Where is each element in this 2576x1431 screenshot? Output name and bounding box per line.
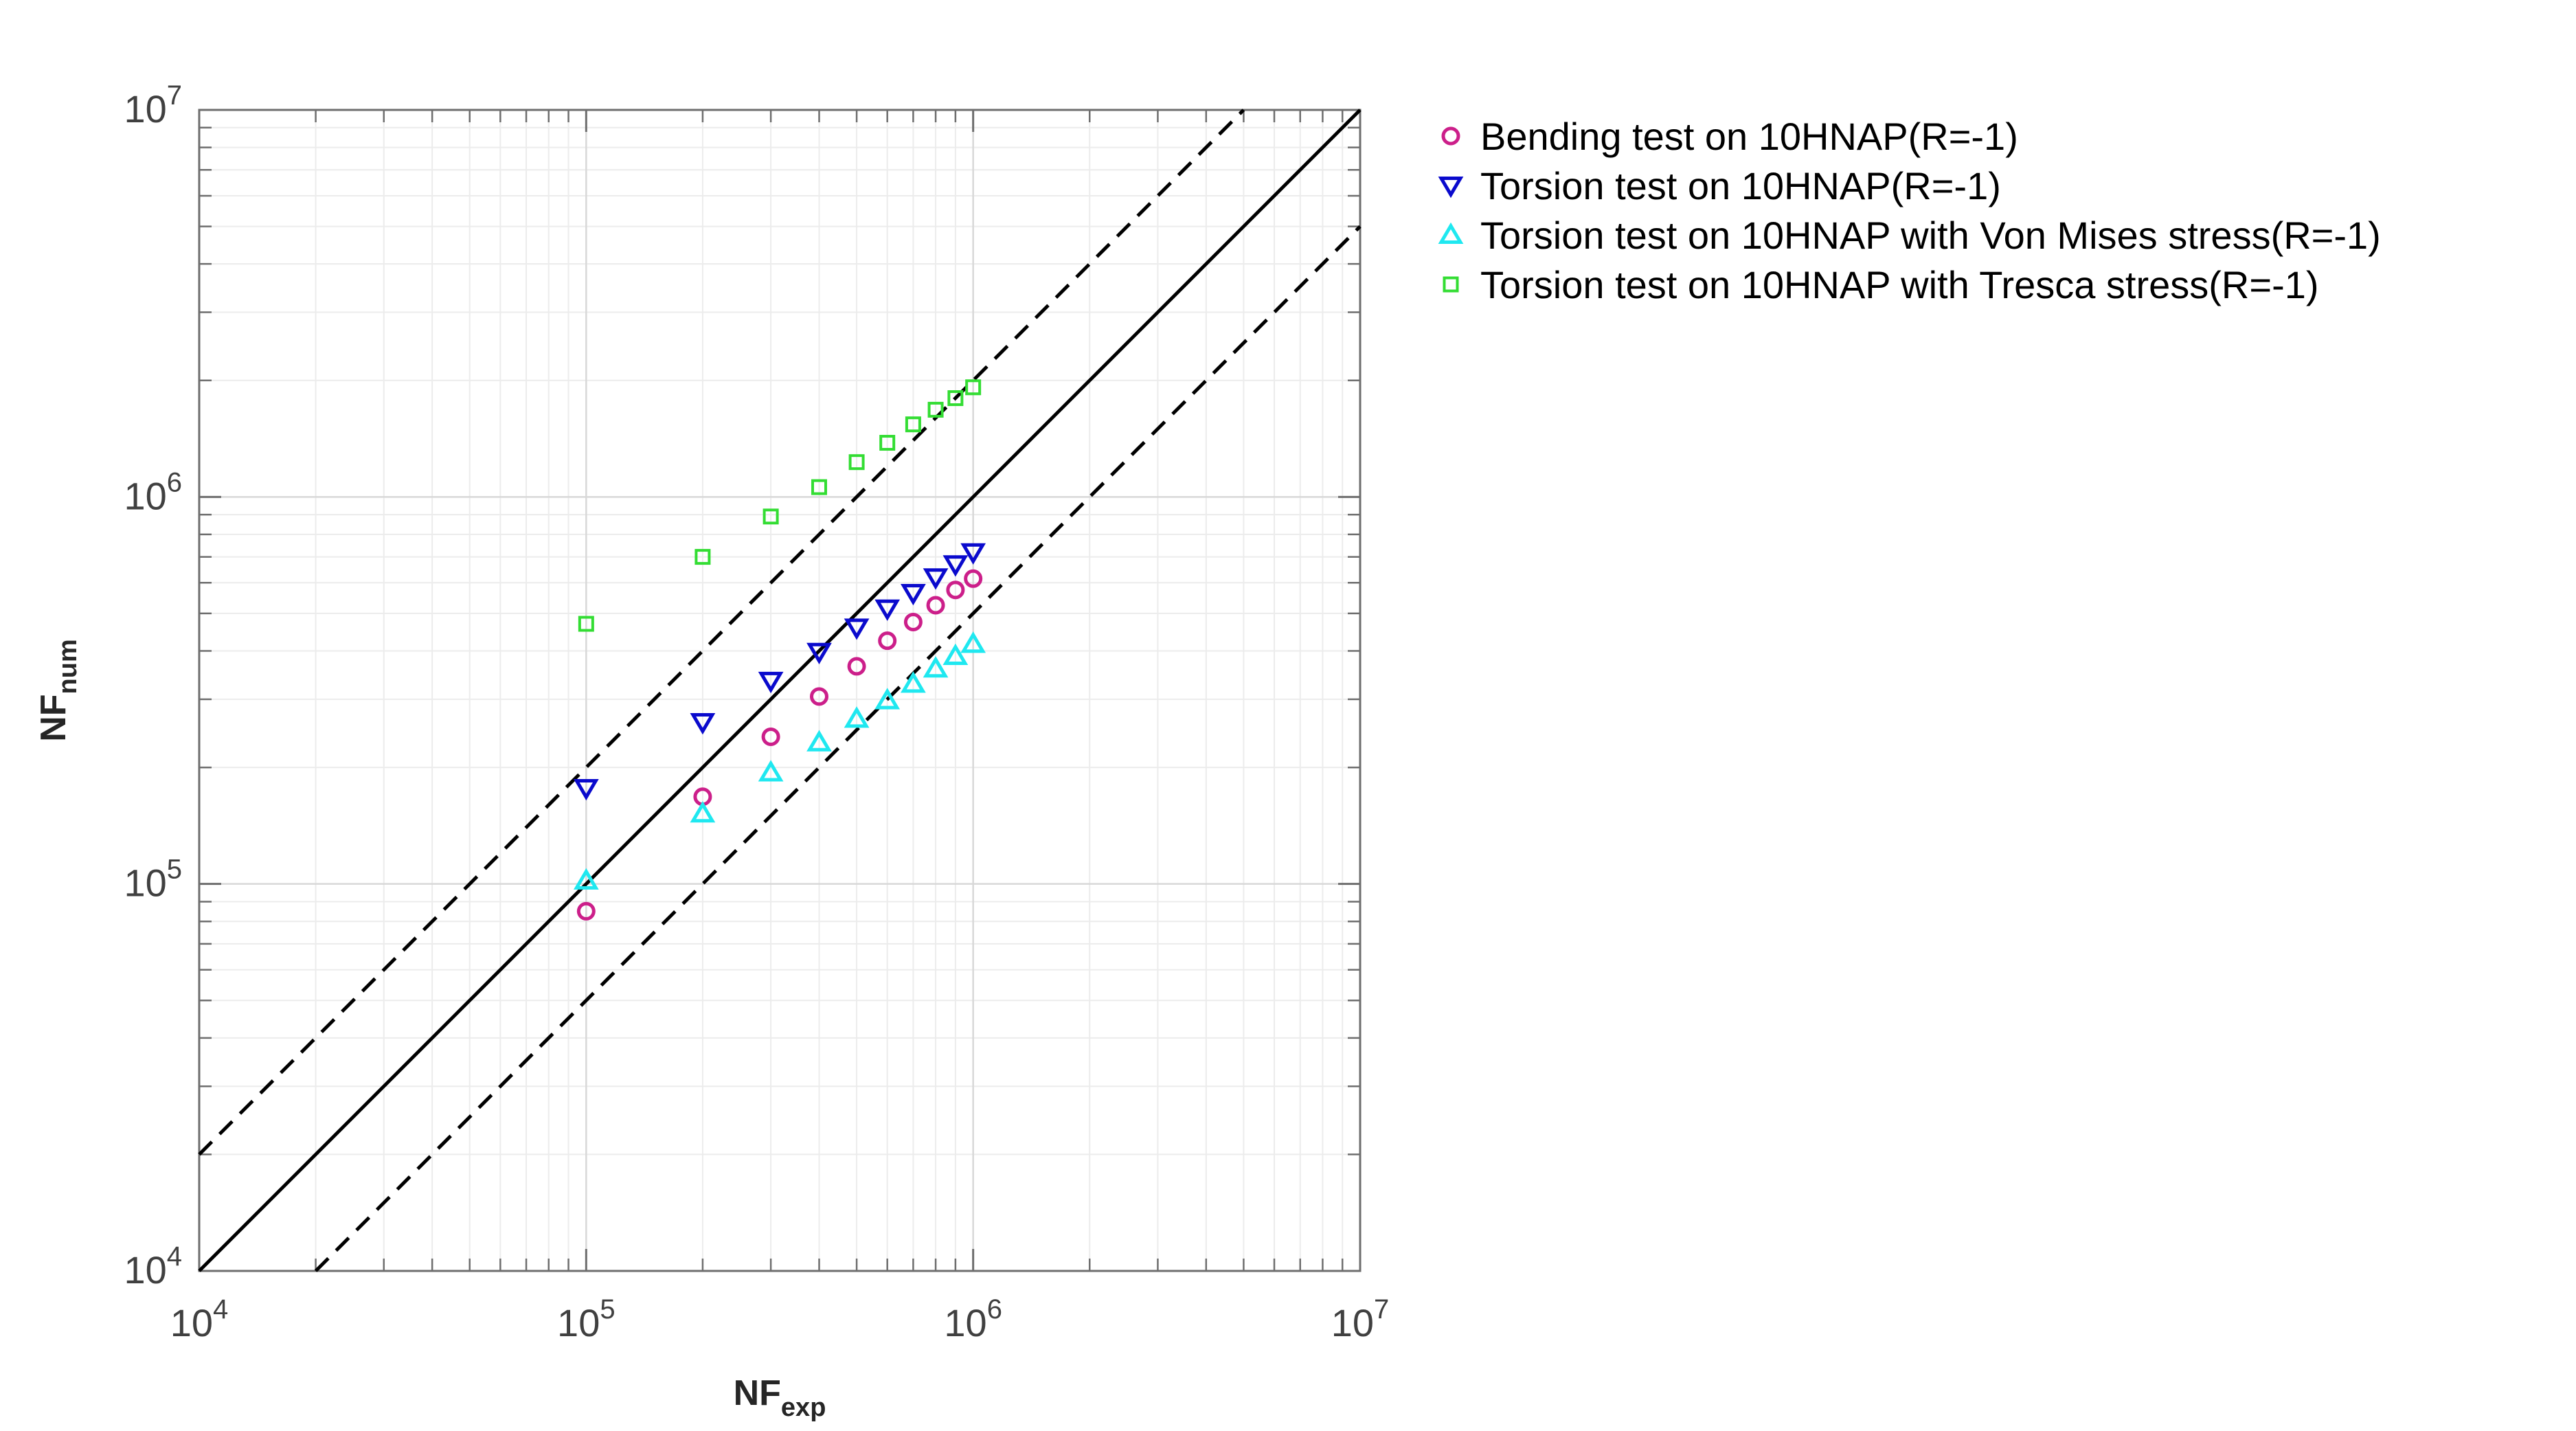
data-point: [811, 479, 827, 495]
x-tick-label: 106: [944, 1294, 1002, 1344]
x-tick-label-base: 10: [557, 1301, 600, 1344]
axis-ticks: [198, 109, 1362, 1272]
legend-marker: [1443, 276, 1459, 293]
data-point: [874, 599, 901, 621]
x-tick-label: 104: [170, 1294, 229, 1344]
data-point: [694, 549, 711, 565]
data-point: [690, 800, 716, 823]
legend-marker: [1438, 222, 1464, 244]
data-point: [758, 671, 784, 694]
dashed-reference-line: [198, 109, 1245, 1156]
legend-item: Torsion test on 10HNAP with Von Mises st…: [1438, 214, 2381, 257]
data-point: [923, 656, 949, 678]
x-tick-label-exponent: 5: [600, 1294, 615, 1325]
legend-item: Bending test on 10HNAP(R=-1): [1441, 115, 2018, 158]
legend-label: Torsion test on 10HNAP(R=-1): [1480, 164, 2001, 207]
series-3: [573, 631, 986, 890]
data-point: [947, 390, 964, 407]
y-tick-label-base: 10: [124, 474, 166, 517]
legend-item: Torsion test on 10HNAP with Tresca stres…: [1443, 263, 2319, 306]
data-point: [806, 642, 832, 664]
legend-label: Torsion test on 10HNAP with Von Mises st…: [1480, 214, 2381, 257]
legend-label: Torsion test on 10HNAP with Tresca stres…: [1480, 263, 2319, 306]
data-point: [878, 631, 897, 651]
data-point: [879, 435, 896, 451]
x-tick-labels: 104 105 106 107: [170, 1294, 1390, 1344]
data-point: [848, 454, 865, 471]
series-2: [573, 543, 986, 801]
data-point: [576, 901, 596, 921]
x-tick-label: 105: [557, 1294, 615, 1344]
data-point: [844, 618, 870, 640]
y-tick-label: 107: [124, 80, 182, 131]
y-axis-label: NFnum: [34, 639, 82, 742]
legend-marker: [1438, 177, 1464, 199]
data-point: [806, 730, 832, 752]
data-point: [847, 657, 866, 676]
y-tick-label-base: 10: [124, 87, 166, 131]
identity-line: [198, 109, 1362, 1272]
data-point: [690, 713, 716, 735]
y-axis-label-sub: num: [54, 639, 82, 694]
series-1: [576, 569, 983, 921]
data-point: [901, 671, 926, 693]
legend-item: Torsion test on 10HNAP(R=-1): [1438, 164, 2001, 207]
x-tick-label-base: 10: [1331, 1301, 1374, 1344]
data-point: [964, 569, 983, 588]
x-tick-label-base: 10: [170, 1301, 213, 1344]
data-point: [762, 508, 779, 525]
x-axis-label-main: NF: [734, 1373, 781, 1413]
data-point: [927, 401, 944, 418]
y-tick-label: 104: [124, 1241, 182, 1292]
x-tick-label-exponent: 4: [213, 1294, 228, 1325]
data-point: [942, 555, 969, 577]
x-tick-label-base: 10: [944, 1301, 986, 1344]
data-point: [761, 727, 780, 746]
y-tick-label-base: 10: [124, 861, 166, 905]
x-axis-label: NFexp: [734, 1373, 826, 1422]
data-point: [573, 778, 599, 801]
data-point: [946, 581, 965, 600]
data-point: [844, 706, 870, 728]
legend-marker: [1441, 126, 1460, 146]
data-point: [926, 596, 945, 615]
y-tick-label-exponent: 6: [167, 467, 182, 497]
y-tick-label-exponent: 4: [167, 1241, 182, 1272]
y-tick-label: 106: [124, 467, 182, 517]
x-tick-label: 107: [1331, 1294, 1390, 1344]
y-tick-label-exponent: 7: [167, 80, 182, 111]
y-tick-label-base: 10: [124, 1248, 166, 1292]
x-tick-label-exponent: 6: [987, 1294, 1002, 1325]
data-point: [942, 643, 969, 665]
data-point: [903, 612, 923, 631]
data-point: [960, 543, 986, 565]
x-tick-label-exponent: 7: [1374, 1294, 1389, 1325]
data-point: [809, 687, 828, 706]
y-tick-label: 105: [124, 855, 182, 905]
data-point: [923, 568, 949, 590]
data-markers: [573, 379, 986, 921]
reference-lines: [198, 109, 1362, 1272]
data-point: [874, 688, 901, 710]
dashed-reference-line: [314, 225, 1362, 1272]
data-point: [758, 760, 784, 782]
plot-frame: [198, 109, 1362, 1272]
x-axis-label-sub: exp: [781, 1393, 826, 1422]
data-point: [578, 616, 594, 632]
data-point: [905, 416, 921, 433]
y-tick-label-exponent: 5: [167, 855, 182, 885]
y-axis-label-main: NF: [34, 694, 74, 741]
data-point: [573, 868, 599, 890]
data-point: [965, 379, 982, 396]
legend-label: Bending test on 10HNAP(R=-1): [1480, 115, 2018, 158]
legend: Bending test on 10HNAP(R=-1) Torsion test…: [1438, 115, 2381, 306]
series-4: [578, 379, 982, 632]
data-point: [960, 631, 986, 653]
data-point: [901, 584, 926, 606]
